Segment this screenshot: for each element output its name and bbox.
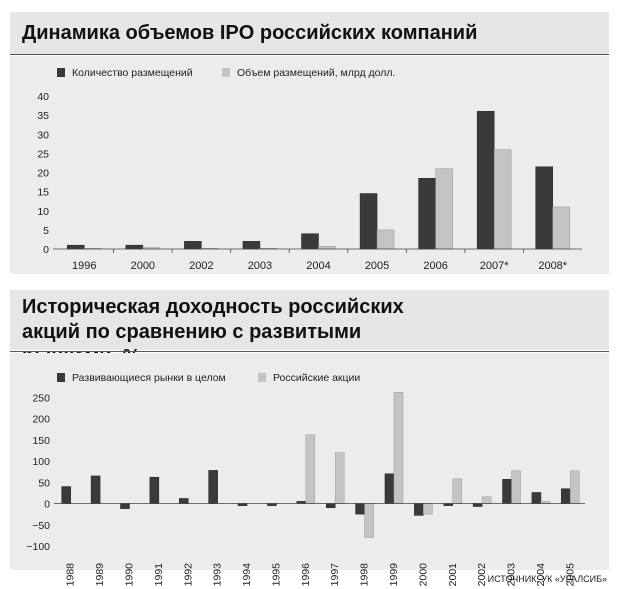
chart2-xtick-1993: 1993 [212,563,224,587]
chart2-legend-swatch-0 [57,373,65,382]
chart2-bar-0-1998 [355,503,365,515]
chart1-legend-label-0: Количество размещений [72,67,193,79]
chart2-bar-0-2000 [414,503,424,516]
chart2-bar-0-2004 [531,492,542,504]
chart2-xtick-1995: 1995 [270,563,282,587]
chart2-legend-label-0: Развивающиеся рынки в целом [72,372,226,384]
chart1-bar-1-2004 [318,246,336,250]
chart2-xtick-2001: 2001 [447,563,459,587]
chart1-xtick-2008*: 2008* [538,260,567,272]
chart2-bar-1-1996 [305,434,316,504]
chart1-legend-swatch-1 [222,68,230,77]
chart2-bar-0-2003 [502,479,512,504]
chart2-bar-1-2005 [570,470,580,504]
chart2-bar-1-1998 [364,503,374,538]
chart2-ytick-0: 0 [44,499,50,511]
chart2-xtick-2002: 2002 [476,563,488,587]
chart2-bar-1-2000 [423,503,433,515]
chart1-bar-1-2007* [493,149,512,250]
chart1-bar-0-2005 [359,193,378,250]
chart2-xtick-1988: 1988 [65,563,77,587]
chart2-xtick-1989: 1989 [94,563,106,587]
chart1-bar-0-1996 [67,244,85,250]
chart2-bar-0-1989 [90,475,101,504]
chart1-bar-0-2006 [418,177,436,250]
chart2-xtick-2000: 2000 [417,563,429,587]
chart1-xtick-2007*: 2007* [480,260,509,272]
chart2-bar-0-1999 [384,473,395,504]
chart2-title: Историческая доходность российских акций… [10,290,609,368]
chart1-xtick-2000: 2000 [131,260,155,272]
chart2-ytick--100: −100 [26,541,50,553]
chart2-xtick-1998: 1998 [359,563,371,587]
chart1-bar-0-2000 [125,244,144,250]
chart1-legend-swatch-0 [57,68,65,77]
chart1-bar-0-2008* [535,166,553,250]
chart1-ytick-40: 40 [37,91,49,103]
chart1-ytick-35: 35 [37,110,49,122]
chart1-ytick-30: 30 [37,129,49,141]
chart2-xtick-2004: 2004 [535,563,547,587]
chart2-ytick-50: 50 [38,477,50,489]
chart2-legend-swatch-1 [258,373,266,382]
chart1-ytick-15: 15 [37,187,49,199]
chart2-ytick--50: −50 [32,520,50,532]
chart1-ytick-5: 5 [43,225,49,237]
chart2-ytick-200: 200 [32,414,50,426]
chart2-legend-label-1: Российские акции [273,372,360,384]
chart2-xtick-1994: 1994 [241,563,253,587]
source-note: ИСТОЧНИК: УК «УРАЛСИБ» [487,574,607,584]
chart2-bar-0-2005 [561,488,571,504]
chart1-ytick-0: 0 [43,244,49,256]
chart1-xtick-2006: 2006 [423,260,447,272]
chart1-bar-0-2004 [301,233,319,250]
chart1-bar-0-2003 [242,241,261,250]
chart1-xtick-1996: 1996 [72,260,96,272]
chart2-bar-1-2001 [452,478,462,504]
chart2-title-rule [10,351,609,352]
chart2-bar-0-1993 [208,470,218,504]
chart2-bar-0-1990 [120,503,130,509]
chart1-bar-0-2002 [184,241,202,250]
chart2-xtick-1999: 1999 [388,563,400,587]
chart2-bar-0-1988 [61,486,71,504]
chart2-xtick-2003: 2003 [506,563,518,587]
chart2-bar-1-2003 [511,470,521,504]
chart2-bar-1-2002 [481,496,492,504]
chart1-title-rule [10,54,609,55]
chart1-bar-1-2005 [376,229,395,250]
chart1-xtick-2004: 2004 [306,260,330,272]
chart1-ytick-20: 20 [37,168,49,180]
chart1-xtick-2005: 2005 [365,260,389,272]
chart1-bar-0-2007* [476,111,495,250]
chart2-bar-1-1999 [393,392,404,504]
chart2-xtick-1996: 1996 [300,563,312,587]
chart1-xtick-2002: 2002 [189,260,213,272]
chart1-xtick-2003: 2003 [248,260,272,272]
chart1-ytick-10: 10 [37,206,49,218]
chart2-ytick-250: 250 [32,392,50,404]
chart2-bar-1-1997 [334,452,345,504]
chart2-bar-0-2002 [472,503,483,507]
chart1-ytick-25: 25 [37,148,49,160]
chart2-xtick-1997: 1997 [329,563,341,587]
chart2-ytick-100: 100 [32,456,50,468]
chart2-bar-0-1991 [149,476,160,504]
chart2-bar-0-1992 [179,498,189,504]
chart2-bar-0-1997 [325,503,336,509]
chart2-ytick-150: 150 [32,435,50,447]
chart1-title: Динамика объемов IPO российских компаний [10,12,609,54]
chart2-xtick-1991: 1991 [153,563,165,587]
chart2-xtick-2005: 2005 [564,563,576,587]
chart2-xtick-1990: 1990 [123,563,135,587]
chart1-legend-label-1: Объем размещений, млрд долл. [237,67,395,79]
chart2-xtick-1992: 1992 [182,563,194,587]
chart1-bar-1-2006 [435,168,453,250]
chart1-bar-1-2008* [552,206,570,250]
